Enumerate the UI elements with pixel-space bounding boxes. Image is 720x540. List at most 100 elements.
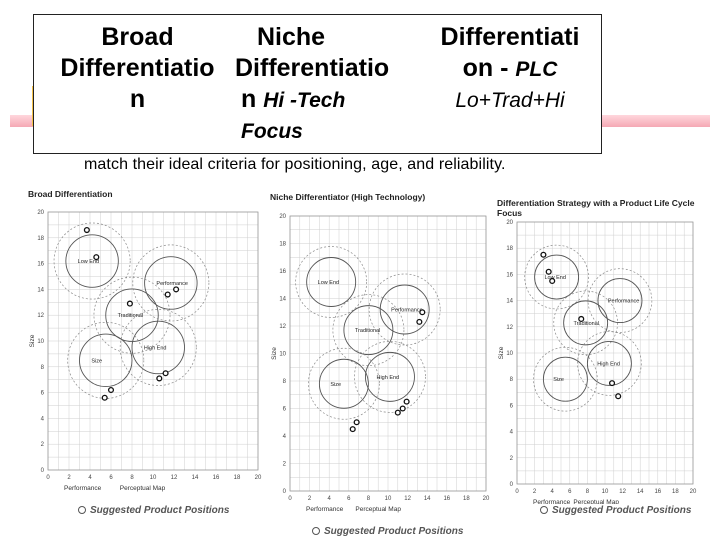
segment-outer-circle — [93, 276, 171, 354]
x-tick-label: 16 — [654, 489, 661, 495]
header-niche-differentiation: Niche Differentiatio n Hi -Tech Focus — [235, 22, 425, 147]
segment-label: Size — [553, 377, 564, 383]
x-axis-name: Performance — [64, 485, 102, 492]
legend-marker-icon — [78, 506, 86, 515]
y-tick-label: 16 — [506, 272, 513, 278]
segment-outer-circle — [587, 268, 653, 333]
x-tick-label: 8 — [586, 489, 590, 495]
body-text: match their ideal criteria for positioni… — [84, 156, 506, 173]
segment-circle — [131, 320, 185, 375]
x-axis-name: Performance — [533, 499, 571, 504]
segment-circle — [144, 256, 198, 310]
segment-outer-circle — [295, 246, 368, 318]
header-text: Differentiati — [440, 23, 580, 51]
header-box — [33, 14, 602, 154]
x-tick-label: 6 — [109, 475, 113, 481]
segment-circle — [306, 257, 357, 307]
product-position-marker — [126, 300, 133, 307]
segment-label: Performance — [608, 299, 640, 305]
segment-label: Low End — [545, 275, 566, 281]
legend-text: Suggested Product Positions — [552, 505, 692, 516]
x-tick-label: 2 — [308, 496, 312, 502]
segment-outer-circle — [354, 341, 426, 413]
y-tick-label: 10 — [279, 352, 286, 358]
x-tick-label: 0 — [515, 489, 519, 495]
product-position-marker — [101, 394, 108, 401]
x-tick-label: 10 — [385, 496, 392, 502]
segment-outer-circle — [368, 273, 441, 346]
segment-circle — [79, 333, 133, 388]
x-tick-label: 4 — [551, 489, 555, 495]
header-text: PLC — [515, 58, 558, 81]
x-tick-label: 16 — [213, 475, 220, 481]
x-tick-label: 20 — [255, 475, 262, 481]
y-tick-label: 4 — [283, 434, 287, 440]
segment-outer-circle — [308, 347, 380, 420]
plot-frame — [516, 221, 694, 485]
y-tick-label: 8 — [510, 377, 514, 383]
x-tick-label: 12 — [171, 475, 178, 481]
header-text: Lo+Trad+Hi — [455, 89, 565, 112]
x-axis-label: Perceptual Map — [120, 485, 166, 492]
header-differentiation-plc: Differentiati on - PLC Lo+Trad+Hi — [420, 22, 600, 116]
product-position-marker — [394, 409, 401, 416]
header-text: Differentiatio — [235, 54, 390, 82]
plot-frame — [289, 215, 487, 492]
chart-grid — [516, 221, 694, 485]
chart-grid — [289, 215, 487, 492]
x-axis-label: Perceptual Map — [355, 506, 401, 513]
segment-label: Low End — [78, 259, 99, 265]
segment-label: Traditional — [355, 328, 380, 334]
x-tick-label: 6 — [347, 496, 351, 502]
chart-legend: Suggested Product Positions — [540, 505, 691, 516]
x-tick-label: 18 — [672, 489, 679, 495]
legend-marker-icon — [540, 506, 548, 515]
product-position-marker — [162, 370, 169, 377]
header-text: Focus — [241, 120, 303, 143]
y-tick-label: 2 — [283, 462, 287, 468]
x-tick-label: 14 — [637, 489, 644, 495]
product-position-marker — [107, 386, 115, 394]
segment-label: Size — [330, 382, 341, 388]
y-tick-label: 2 — [510, 456, 514, 462]
x-axis-name: Performance — [306, 506, 344, 513]
y-tick-label: 0 — [510, 482, 514, 488]
product-position-marker — [173, 286, 180, 293]
x-tick-label: 20 — [483, 496, 490, 502]
header-text: on - — [462, 54, 516, 82]
y-axis-label: Size — [498, 346, 505, 359]
legend-marker-icon — [312, 527, 320, 536]
header-text: n — [129, 85, 146, 113]
segment-label: High End — [144, 345, 167, 351]
legend-text: Suggested Product Positions — [324, 526, 464, 537]
y-tick-label: 10 — [37, 339, 44, 345]
product-position-marker — [349, 426, 356, 433]
x-tick-label: 2 — [67, 475, 71, 481]
chart-title-plc: Differentiation Strategy with a Product … — [497, 198, 695, 218]
segment-circle — [365, 351, 415, 402]
segment-circle — [597, 278, 643, 324]
y-tick-label: 14 — [506, 299, 513, 305]
chart-title-broad: Broad Differentiation — [28, 189, 113, 199]
y-tick-label: 14 — [279, 297, 286, 303]
y-tick-label: 8 — [283, 379, 287, 385]
y-tick-label: 20 — [37, 210, 44, 216]
x-tick-label: 14 — [424, 496, 431, 502]
chart-broad-differentiation: 0 2 4 6 8 10 12 14 16 18 20 0 2 4 6 8 10 12 14 16 18 20 Percep… — [29, 210, 262, 492]
product-position-marker — [403, 398, 410, 405]
header-text: Broad — [101, 23, 174, 51]
segment-outer-circle — [119, 309, 197, 386]
y-axis-label: Size — [29, 334, 36, 347]
y-tick-label: 2 — [41, 442, 45, 448]
y-tick-label: 10 — [506, 351, 513, 357]
segment-circle — [105, 288, 159, 342]
y-tick-label: 12 — [506, 325, 513, 331]
chart-legend: Suggested Product Positions — [78, 505, 229, 516]
y-tick-label: 20 — [279, 214, 286, 220]
segment-outer-circle — [132, 244, 210, 322]
y-tick-label: 12 — [37, 313, 44, 319]
x-tick-label: 2 — [533, 489, 537, 495]
segment-label: Traditional — [574, 321, 599, 327]
product-position-marker — [353, 419, 360, 426]
segment-circle — [534, 254, 580, 300]
